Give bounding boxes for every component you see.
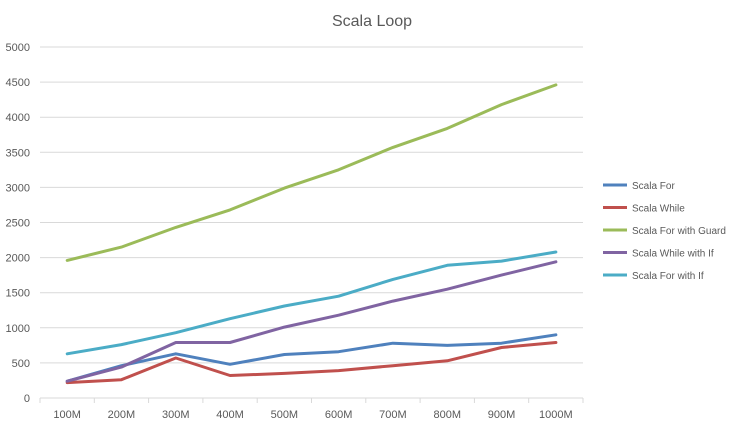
- y-tick-label: 0: [24, 393, 30, 405]
- series-line-scala-for-with-guard: [65, 83, 558, 262]
- y-tick-label: 4000: [6, 112, 30, 124]
- series-line-scala-for-with-if: [65, 250, 558, 356]
- y-tick-label: 2000: [6, 253, 30, 265]
- y-tick-label: 3500: [6, 147, 30, 159]
- y-tick-label: 5000: [6, 42, 30, 54]
- series-line-scala-for: [65, 333, 558, 383]
- series-line-scala-while: [65, 341, 558, 385]
- y-tick-label: 1500: [6, 288, 30, 300]
- x-tick-label: 100M: [53, 409, 81, 421]
- x-tick-label: 700M: [379, 409, 407, 421]
- series-line-scala-while-with-if: [65, 260, 558, 383]
- x-tick-label: 1000M: [539, 409, 573, 421]
- x-tick-label: 500M: [271, 409, 299, 421]
- legend-label: Scala While: [632, 204, 685, 215]
- legend-label: Scala For with If: [632, 271, 704, 282]
- x-tick-label: 600M: [325, 409, 353, 421]
- x-tick-label: 300M: [162, 409, 190, 421]
- chart-title: Scala Loop: [332, 13, 412, 30]
- x-axis: 100M 200M 300M 400M 500M 600M 700M 800M 900M 1000…: [39, 398, 584, 421]
- y-tick-label: 1000: [6, 323, 30, 335]
- y-axis: 0 500 1000 1500 2000 2500 3000 3500 4000 4500 5000: [6, 42, 30, 405]
- x-tick-label: 400M: [216, 409, 244, 421]
- x-tick-label: 200M: [108, 409, 136, 421]
- y-tick-label: 3000: [6, 182, 30, 194]
- series-lines: [65, 83, 558, 385]
- x-tick-label: 900M: [488, 409, 516, 421]
- legend-label: Scala While with If: [632, 249, 714, 260]
- y-tick-label: 500: [12, 358, 30, 370]
- legend-label: Scala For: [632, 181, 675, 192]
- legend-label: Scala For with Guard: [632, 226, 726, 237]
- legend: Scala For Scala While Scala For with Guard…: [603, 181, 726, 282]
- x-tick-label: 800M: [433, 409, 461, 421]
- y-tick-label: 2500: [6, 218, 30, 230]
- y-tick-label: 4500: [6, 77, 30, 89]
